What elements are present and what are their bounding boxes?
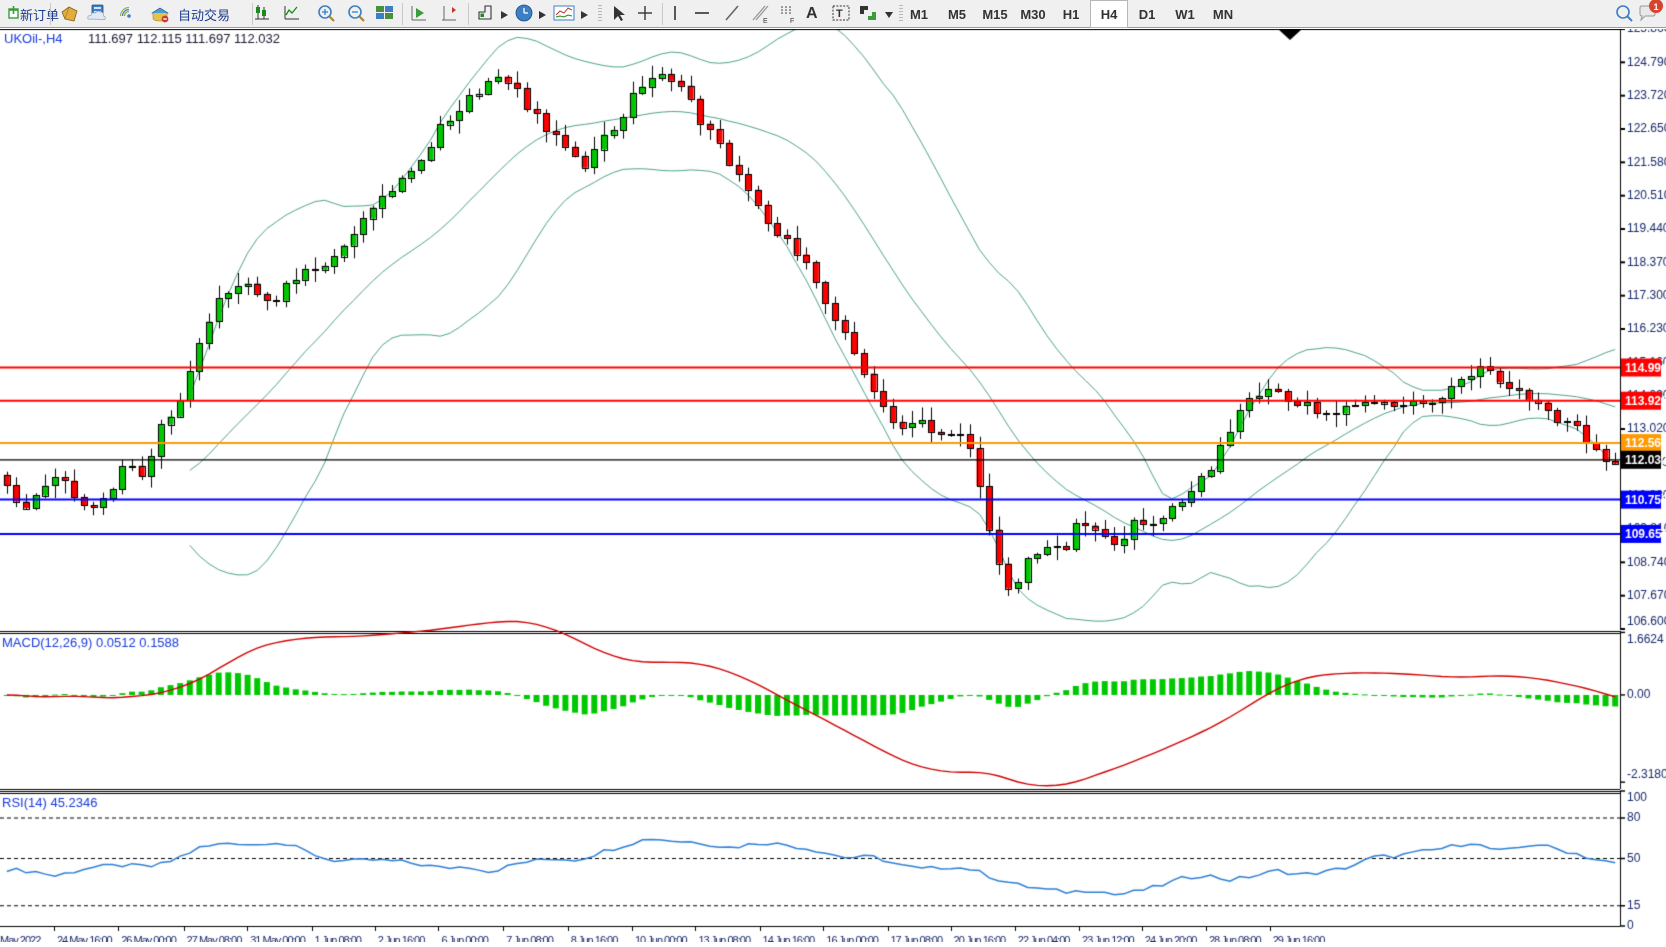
svg-text:1: 1 <box>1653 2 1658 12</box>
svg-text:T: T <box>836 8 843 20</box>
svg-text:F: F <box>790 18 794 24</box>
svg-text:E: E <box>763 18 768 24</box>
